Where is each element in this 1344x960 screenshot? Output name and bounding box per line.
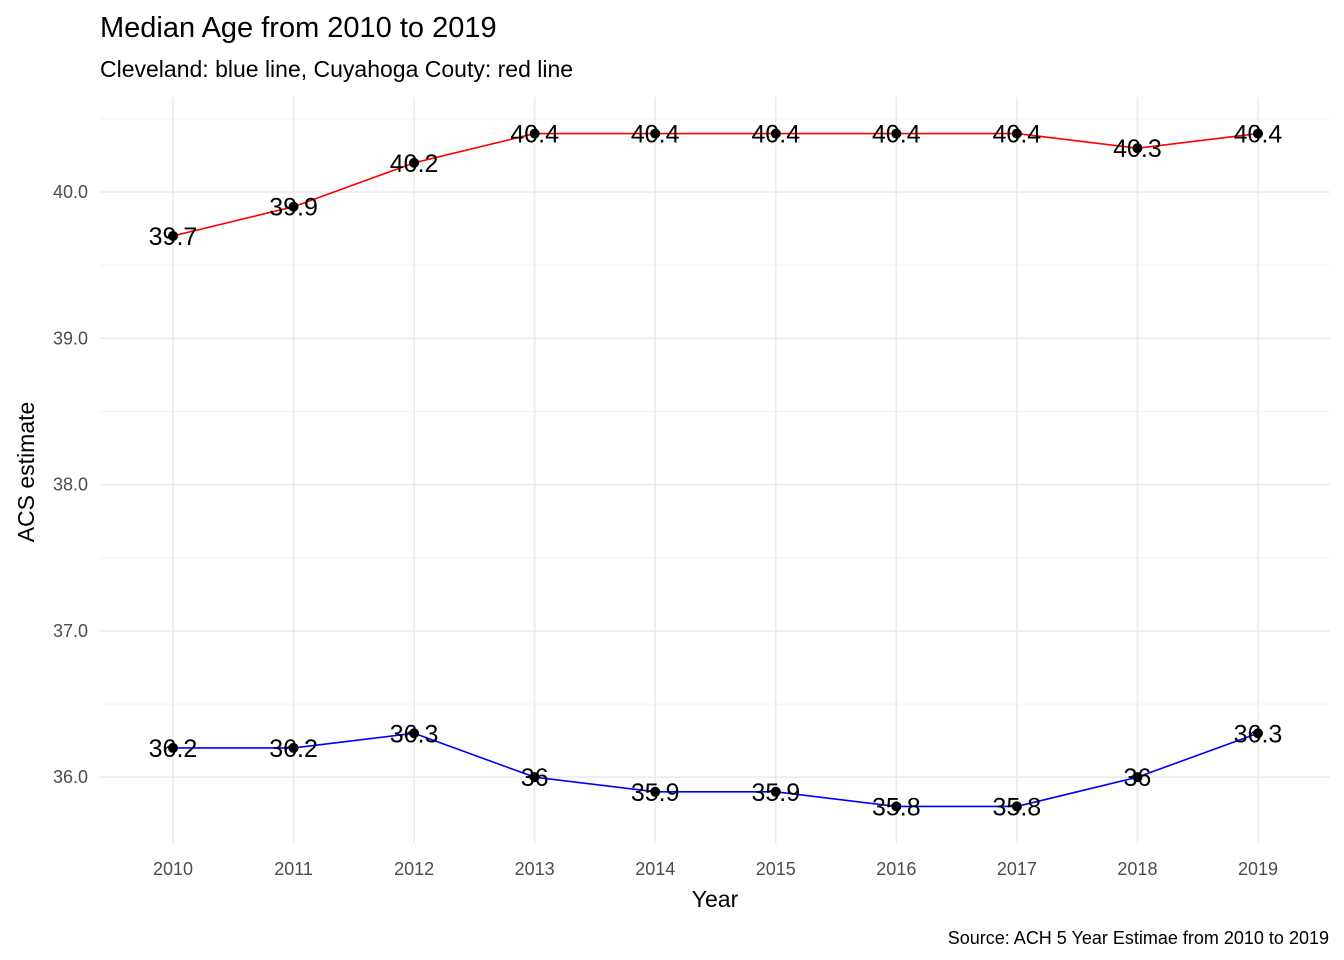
data-point: [891, 801, 902, 812]
data-point: [288, 201, 299, 212]
x-tick-label: 2014: [635, 859, 675, 879]
chart-title: Median Age from 2010 to 2019: [100, 12, 497, 44]
y-tick-label: 37.0: [53, 621, 88, 641]
data-point: [409, 157, 420, 168]
y-axis-title: ACS estimate: [13, 402, 39, 543]
data-label: 36.2: [149, 735, 198, 763]
data-label: 40.4: [1234, 121, 1283, 149]
x-tick-label: 2016: [876, 859, 916, 879]
series-lines: [172, 132, 1259, 808]
x-axis-ticks: 2010 2011 2012 2013 2014 2015 2016 2017 2018 2019: [153, 859, 1278, 879]
y-axis-ticks: 36.0 37.0 38.0 39.0 40.0: [53, 182, 88, 787]
data-label: 40.3: [1113, 135, 1162, 163]
data-point: [650, 786, 661, 797]
x-tick-label: 2019: [1238, 859, 1278, 879]
chart-caption: Source: ACH 5 Year Estimae from 2010 to …: [948, 928, 1329, 948]
data-point: [650, 128, 661, 139]
data-point: [529, 772, 540, 783]
series-line: [172, 132, 1259, 237]
chart-subtitle: Cleveland: blue line, Cuyahoga Couty: re…: [100, 56, 573, 82]
data-point: [168, 230, 178, 241]
x-tick-label: 2010: [153, 859, 193, 879]
data-label: 36: [1124, 764, 1152, 792]
x-tick-label: 2011: [274, 859, 313, 879]
data-label: 36.3: [1234, 720, 1283, 748]
data-label: 35.9: [751, 779, 800, 807]
grid-lines: [100, 97, 1330, 843]
y-tick-label: 38.0: [53, 475, 88, 495]
data-point: [1253, 728, 1263, 739]
data-label: 36.2: [269, 735, 318, 763]
data-label: 40.4: [510, 121, 559, 149]
data-labels: 39.7 39.9 40.2 40.4 40.4 40.4 40.4 40.4 40.3 40.4…: [149, 121, 1283, 822]
data-point: [168, 742, 178, 753]
data-point: [770, 128, 781, 139]
data-point: [891, 128, 902, 139]
y-tick-label: 36.0: [53, 767, 88, 787]
data-point: [409, 728, 420, 739]
data-label: 40.4: [631, 121, 680, 149]
data-point: [529, 128, 540, 139]
data-label: 35.9: [631, 779, 680, 807]
x-tick-label: 2013: [515, 859, 555, 879]
x-tick-label: 2017: [997, 859, 1037, 879]
data-points: [168, 128, 1263, 812]
data-label: 40.4: [751, 121, 800, 149]
data-point: [288, 742, 299, 753]
y-tick-label: 39.0: [53, 328, 88, 348]
data-point: [1132, 772, 1143, 783]
x-axis-title: Year: [692, 886, 739, 912]
series-line: [173, 732, 1259, 808]
x-tick-label: 2018: [1117, 859, 1157, 879]
data-point: [1011, 801, 1022, 812]
data-point: [1132, 143, 1143, 154]
data-label: 40.4: [993, 121, 1042, 149]
data-label: 40.4: [872, 121, 921, 149]
data-point: [1253, 128, 1263, 139]
data-label: 36: [521, 764, 549, 792]
data-label: 39.7: [149, 223, 198, 251]
data-label: 35.8: [993, 793, 1042, 821]
data-point: [1011, 128, 1022, 139]
data-point: [770, 786, 781, 797]
data-label: 36.3: [390, 720, 439, 748]
data-label: 39.9: [269, 194, 318, 222]
data-label: 35.8: [872, 793, 921, 821]
x-tick-label: 2012: [394, 859, 434, 879]
y-tick-label: 40.0: [53, 182, 88, 202]
data-label: 40.2: [390, 150, 439, 178]
x-tick-label: 2015: [756, 859, 796, 879]
